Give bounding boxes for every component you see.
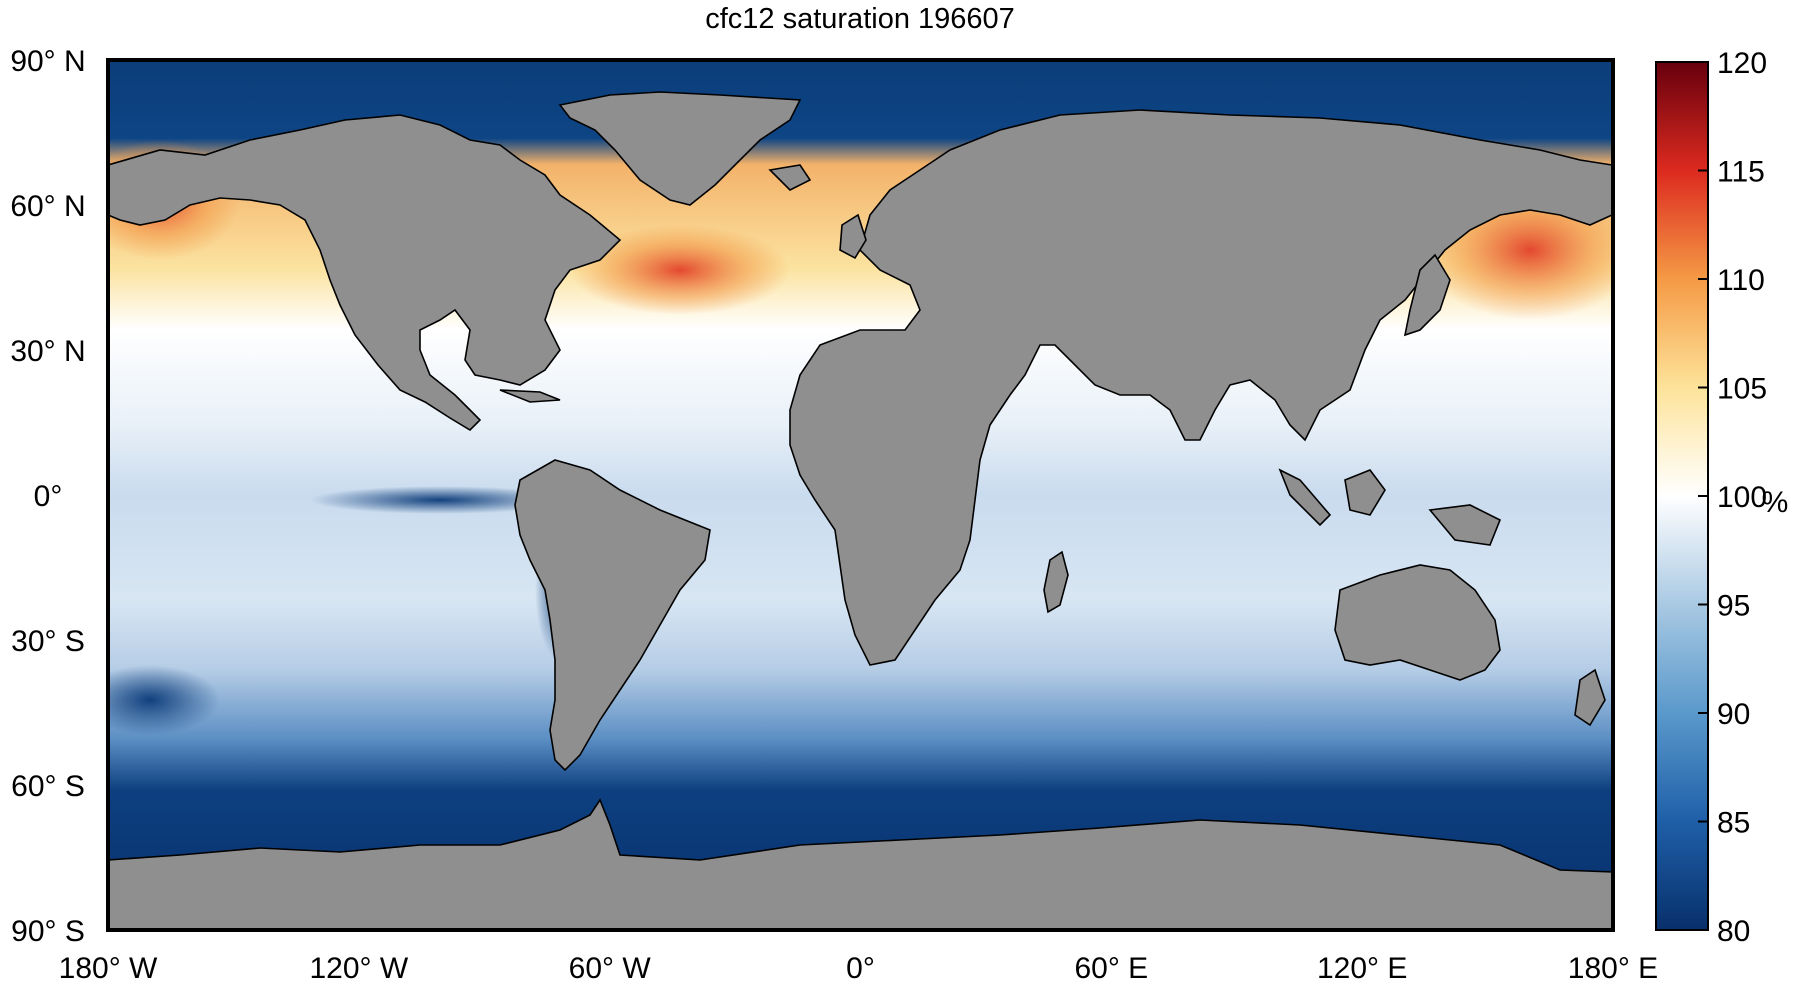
land-australia — [1334, 564, 1501, 681]
colorbar-tick-labels: 80 85 90 95 100 105 110 115 120 — [1698, 47, 1767, 948]
land-greenland — [558, 91, 802, 206]
lon-tick-label: 120° W — [309, 952, 408, 984]
land-north-america — [108, 114, 622, 432]
lat-tick-label: 0° — [34, 480, 63, 513]
map-frame — [106, 58, 1615, 932]
colorbar-tick-label: 120 — [1717, 47, 1767, 80]
cool-anomaly-equatorial — [310, 486, 570, 514]
lat-tick-label: 30° N — [10, 335, 85, 368]
lon-tick-label: 180° E — [1568, 952, 1658, 984]
land-sumatra — [1278, 468, 1332, 527]
lat-tick-label: 30° S — [11, 625, 85, 658]
lat-tick-label: 90° N — [10, 45, 85, 78]
land-new-guinea — [1428, 504, 1502, 546]
longitude-tick-labels: 180° W 120° W 60° W 0° 60° E 120° E 180° E — [59, 952, 1659, 984]
land-new-zealand — [1574, 668, 1606, 727]
land-british-isles — [839, 213, 867, 260]
colorbar-tick-label: 85 — [1717, 807, 1750, 840]
lon-tick-label: 60° W — [569, 952, 652, 984]
land-iceland — [768, 164, 812, 191]
lon-tick-label: 180° W — [59, 952, 158, 984]
lat-tick-label: 90° S — [11, 915, 85, 948]
lon-tick-label: 120° E — [1317, 952, 1407, 984]
cool-anomaly-south-pacific — [108, 665, 220, 735]
colorbar-tick-label: 110 — [1717, 264, 1765, 297]
colorbar-tick-label: 80 — [1717, 915, 1750, 948]
land-masses — [108, 91, 1613, 930]
colorbar-tick-label: 95 — [1717, 590, 1750, 623]
chart-title: cfc12 saturation 196607 — [705, 3, 1015, 35]
colorbar: 80 85 90 95 100 105 110 115 120 % — [1655, 47, 1789, 948]
land-madagascar — [1043, 550, 1069, 614]
land-eurasia-africa — [789, 109, 1613, 666]
lat-tick-label: 60° S — [11, 770, 85, 803]
warm-anomaly-gulfstream — [570, 225, 790, 315]
land-borneo — [1344, 469, 1386, 516]
lon-tick-label: 60° E — [1074, 952, 1148, 984]
land-south-america — [514, 459, 711, 772]
colorbar-unit: % — [1762, 486, 1789, 519]
lat-tick-label: 60° N — [10, 190, 85, 223]
land-antarctica — [108, 798, 1613, 930]
latitude-tick-labels: 90° N 60° N 30° N 0° 30° S 60° S 90° S — [10, 45, 85, 948]
colorbar-tick-label: 115 — [1717, 156, 1765, 189]
map-area — [108, 60, 1613, 930]
lon-tick-label: 0° — [846, 952, 875, 984]
colorbar-tick-label: 100 — [1717, 481, 1767, 514]
colorbar-tick-label: 105 — [1717, 373, 1767, 406]
colorbar-tick-label: 90 — [1717, 698, 1750, 731]
land-cuba — [499, 389, 561, 403]
land-japan — [1403, 253, 1451, 337]
